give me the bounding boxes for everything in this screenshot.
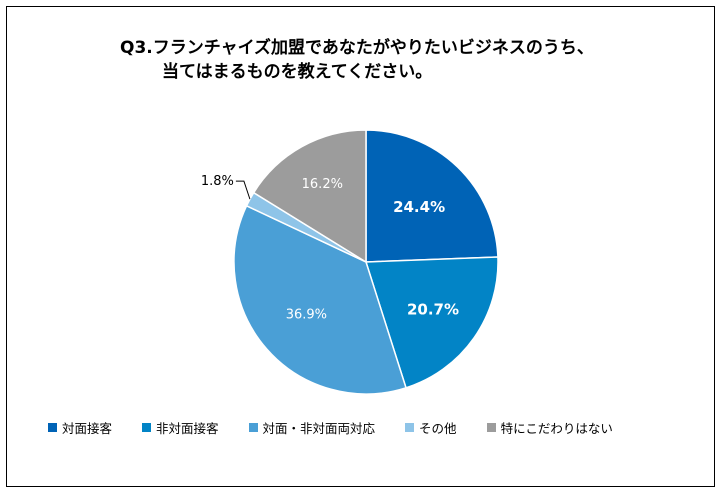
legend-swatch [248, 423, 258, 432]
legend-label: 対面・非対面両対応 [262, 421, 376, 436]
legend-label: 対面接客 [62, 421, 113, 436]
legend-item-2: 非対面接客 [142, 418, 219, 437]
legend-swatch [142, 423, 152, 432]
pie-slice-3 [233, 204, 407, 395]
legend-item-3: 対面・非対面両対応 [248, 418, 376, 437]
chart-title-line-1: Q3.フランチャイズ加盟であなたがやりたいビジネスのうち、 [120, 38, 594, 58]
pie-leader-lines [235, 180, 251, 200]
pie-slices [233, 129, 499, 395]
legend-swatch [486, 423, 496, 432]
pie-data-label-5: 16.2% [302, 177, 343, 192]
pie-slice-2 [364, 256, 499, 389]
pie-data-label-3: 36.9% [286, 308, 327, 323]
pie-data-label-2: 20.7% [407, 300, 459, 318]
legend-label: 非対面接客 [156, 421, 219, 436]
chart-title-line-2: 当てはまるものを教えてください。 [162, 62, 433, 82]
chart-title: Q3.フランチャイズ加盟であなたがやりたいビジネスのうち、 当てはまるものを教え… [120, 36, 680, 84]
legend-label: 特にこだわりはない [500, 421, 613, 436]
pie-data-label-4: 1.8% [201, 174, 234, 189]
legend-swatch [48, 423, 57, 432]
pie-data-labels: 24.4% 20.7% 36.9% 1.8% 16.2% [201, 174, 459, 323]
legend-item-4: その他 [405, 418, 457, 437]
pie-data-label-1: 24.4% [393, 198, 445, 216]
legend-item-5: 特にこだわりはない [486, 418, 613, 437]
pie-leader-line-4 [235, 180, 251, 200]
pie-slice-5 [252, 129, 367, 264]
chart-legend: 対面接客 非対面接客 対面・非対面両対応 その他 特にこだわりはない [48, 418, 643, 437]
legend-label: その他 [419, 421, 457, 436]
legend-item-1: 対面接客 [48, 418, 112, 437]
legend-swatch [405, 423, 415, 432]
pie-slice-1 [365, 129, 499, 263]
